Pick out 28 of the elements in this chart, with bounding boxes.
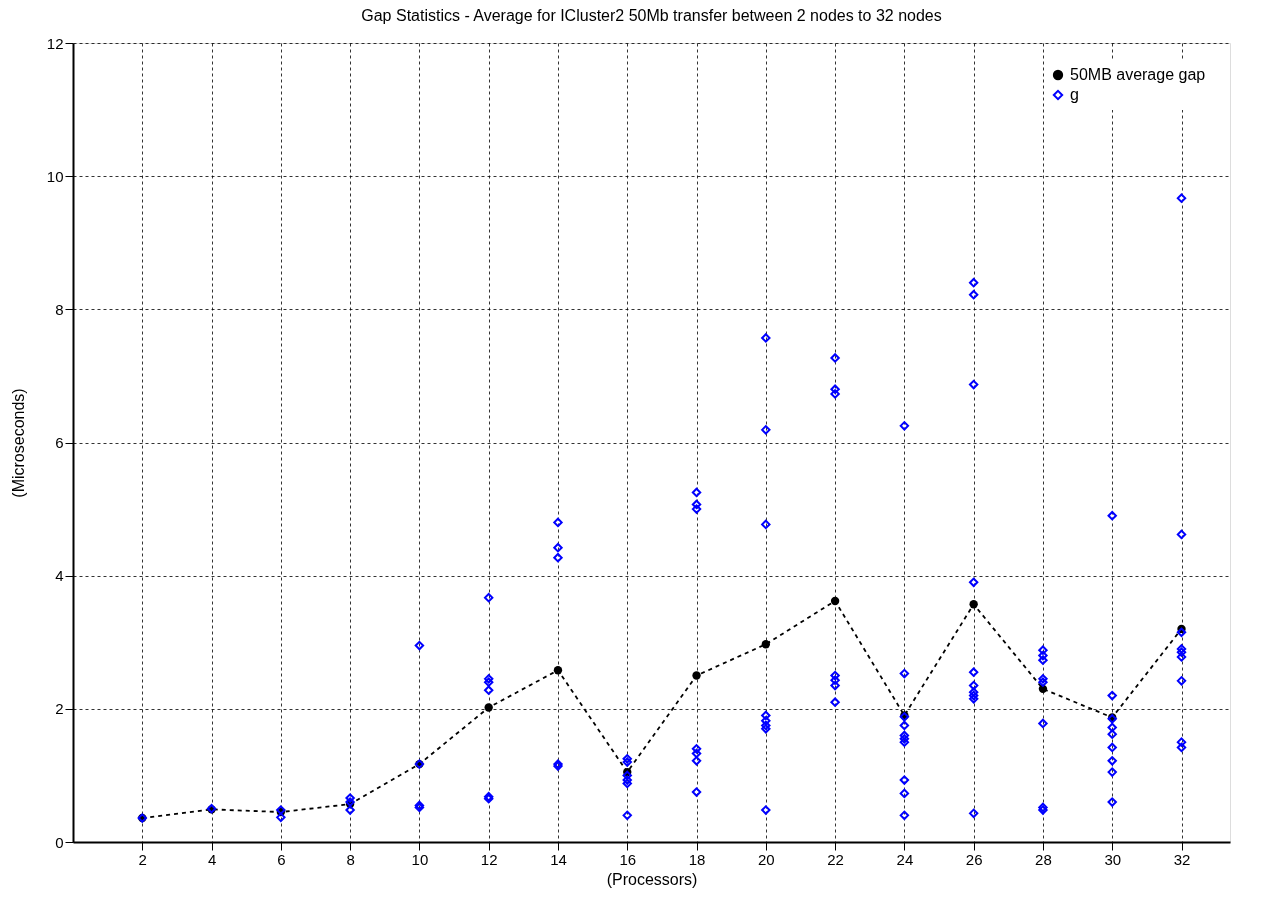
x-tick-label: 4 [207, 850, 217, 868]
legend-label: g [1070, 86, 1079, 103]
x-tick-label: 32 [1173, 850, 1191, 868]
y-tick-label: 8 [55, 300, 64, 318]
x-tick-label: 12 [480, 850, 498, 868]
legend-label: 50MB average gap [1070, 66, 1206, 83]
x-tick-label: 8 [346, 850, 355, 868]
x-axis-title: (Processors) [606, 870, 698, 888]
y-tick-label: 10 [46, 167, 64, 185]
y-axis-title: (Microseconds) [9, 388, 27, 498]
x-tick-label: 22 [827, 850, 844, 868]
x-tick-label: 26 [965, 850, 983, 868]
x-tick-label: 20 [757, 850, 775, 868]
y-tick-label: 2 [55, 700, 64, 718]
y-tick-label: 0 [55, 833, 64, 851]
x-tick-label: 2 [138, 850, 147, 868]
x-tick-label: 10 [411, 850, 429, 868]
y-tick-label: 4 [55, 567, 64, 585]
x-tick-label: 30 [1104, 850, 1122, 868]
x-tick-label: 14 [550, 850, 567, 868]
x-tick-label: 28 [1035, 850, 1052, 868]
chart-title: Gap Statistics - Average for ICluster2 50Mb transfer between 2 nodes to 32 nodes [361, 7, 942, 24]
x-tick-label: 6 [277, 850, 286, 868]
y-tick-label: 12 [46, 34, 64, 52]
x-tick-label: 24 [896, 850, 914, 868]
x-tick-label: 16 [619, 850, 637, 868]
x-tick-label: 18 [688, 850, 706, 868]
y-tick-label: 6 [55, 434, 64, 451]
